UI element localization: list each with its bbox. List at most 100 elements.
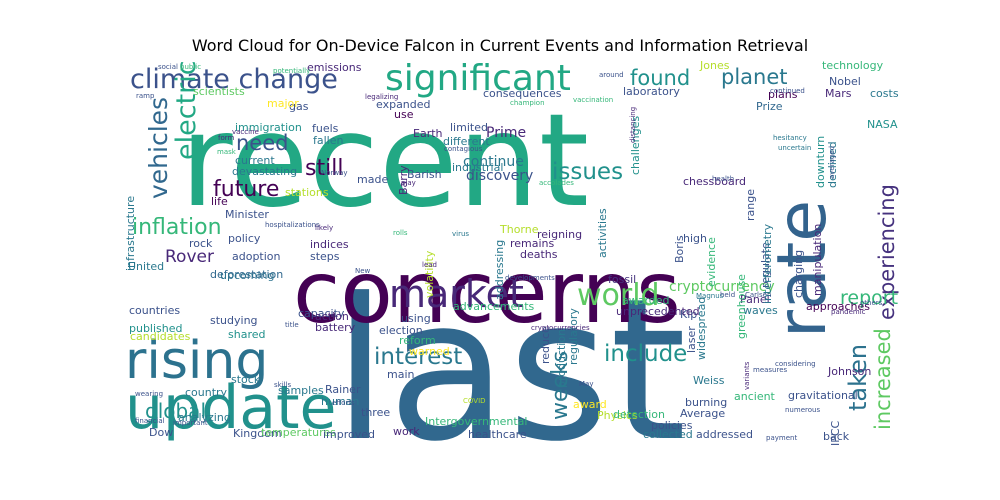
cloud-word-widespread: widespread bbox=[695, 297, 708, 360]
cloud-word-policy: policy bbox=[228, 232, 261, 245]
cloud-word-fuels: fuels bbox=[312, 122, 339, 135]
cloud-word-efforts: efforts bbox=[332, 399, 355, 407]
cloud-word-significant: significant bbox=[385, 60, 571, 99]
cloud-word-kip: Kip bbox=[680, 308, 697, 321]
cloud-word-stations: stations bbox=[285, 186, 329, 199]
cloud-word-new: New bbox=[355, 267, 371, 275]
cloud-word-candidates: candidates bbox=[130, 330, 191, 343]
cloud-word-payment: payment bbox=[766, 434, 797, 442]
cloud-word-warned: warned bbox=[409, 345, 450, 358]
cloud-word-dow: Dow bbox=[149, 426, 173, 439]
cloud-word-concerns: concerns bbox=[293, 243, 681, 343]
cloud-word-jones: Jones bbox=[699, 60, 730, 72]
cloud-word-norway: Norway bbox=[321, 169, 348, 177]
cloud-word-contagious: contagious bbox=[444, 145, 483, 153]
cloud-word-intergovernmental: Intergovernmental bbox=[425, 415, 527, 428]
cloud-word-skills: skills bbox=[274, 381, 292, 389]
cloud-word-accolades: accolades bbox=[539, 179, 574, 187]
cloud-word-found: found bbox=[630, 66, 690, 90]
cloud-word-industrial: industrial bbox=[452, 161, 503, 174]
cloud-word-charging: charging bbox=[792, 250, 805, 298]
cloud-word-developments: developments bbox=[505, 274, 555, 282]
cloud-word-continue: continue bbox=[463, 154, 524, 170]
cloud-word-range: range bbox=[744, 189, 757, 221]
cloud-word-main: main bbox=[387, 368, 415, 381]
cloud-word-emissions: emissions bbox=[307, 61, 362, 74]
cloud-word-advancements: advancements bbox=[453, 300, 535, 313]
cloud-word-gravitational: gravitational bbox=[788, 389, 858, 402]
cloud-word-steps: steps bbox=[310, 250, 340, 263]
cloud-word-election: election bbox=[379, 324, 423, 337]
cloud-word-average: Average bbox=[680, 407, 725, 420]
cloud-word-recent: recent bbox=[180, 87, 589, 236]
cloud-word-ipcc: IPCC bbox=[829, 420, 842, 445]
cloud-word-taken: taken bbox=[844, 344, 872, 411]
cloud-word-averaged: averaged bbox=[828, 146, 836, 179]
cloud-word-rising: rising bbox=[125, 331, 268, 391]
cloud-word-barish: Barish bbox=[407, 168, 442, 181]
cloud-word-minister: Minister bbox=[225, 208, 269, 221]
cloud-word-fallen: fallen bbox=[313, 134, 343, 147]
cloud-word-vaccination: vaccination bbox=[573, 96, 613, 104]
cloud-word-magnus: Magnus bbox=[696, 292, 724, 300]
cloud-word-distancing: distancing bbox=[629, 107, 637, 143]
cloud-word-uncertain: uncertain bbox=[778, 144, 811, 152]
cloud-word-form: form bbox=[218, 134, 235, 142]
cloud-word-detection: detection bbox=[613, 408, 665, 421]
cloud-word-regulatory: regulatory bbox=[567, 308, 580, 365]
cloud-word-vehicles: vehicles bbox=[144, 97, 173, 199]
cloud-word-social: social bbox=[158, 63, 178, 71]
cloud-word-volatility: volatility bbox=[423, 250, 436, 298]
cloud-word-barry: Barry bbox=[397, 165, 410, 195]
cloud-word-unprecedented: unprecedented bbox=[616, 305, 700, 318]
cloud-word-reduce: reduce bbox=[539, 326, 552, 364]
cloud-word-prize: Prize bbox=[756, 100, 783, 113]
cloud-word-prime: Prime bbox=[486, 125, 526, 141]
cloud-word-current: current bbox=[235, 154, 275, 167]
cloud-word-kingdom: Kingdom bbox=[233, 427, 282, 440]
cloud-word-world: world bbox=[577, 278, 660, 313]
cloud-word-interest: interest bbox=[374, 344, 462, 370]
cloud-word-held: held bbox=[720, 291, 735, 299]
cloud-word-laser: laser bbox=[685, 326, 698, 353]
cloud-word-deaths: deaths bbox=[520, 248, 558, 261]
cloud-word-update: update bbox=[125, 373, 336, 443]
cloud-word-challenges: challenges bbox=[629, 116, 642, 175]
cloud-word-rate: rate bbox=[763, 200, 842, 338]
cloud-word-improved: improved bbox=[323, 428, 375, 441]
cloud-word-human: human bbox=[321, 395, 359, 408]
cloud-word-temperatures: temperatures bbox=[261, 426, 336, 439]
cloud-word-cryptocurrencies: cryptocurrencies bbox=[531, 324, 590, 332]
cloud-word-immigration: immigration bbox=[235, 121, 302, 134]
cloud-word-climate-change: climate change bbox=[130, 64, 338, 95]
cloud-word-likely: likely bbox=[315, 224, 333, 232]
cloud-word-considering: considering bbox=[775, 360, 816, 368]
cloud-word-healthcare: healthcare bbox=[468, 428, 527, 441]
cloud-word-issues: issues bbox=[552, 159, 623, 185]
cloud-word-addressing: addressing bbox=[493, 240, 506, 300]
cloud-word-award: award bbox=[573, 398, 607, 411]
cloud-word-nasa: NASA bbox=[867, 118, 898, 131]
cloud-word-remains: remains bbox=[510, 237, 555, 250]
cloud-word-covid: COVID bbox=[463, 397, 486, 405]
cloud-word-addressed: addressed bbox=[696, 428, 753, 441]
cloud-word-action: action bbox=[315, 310, 349, 323]
cloud-word-last: last bbox=[333, 257, 687, 445]
cloud-word-reform: reform bbox=[399, 334, 436, 347]
cloud-word-waves: waves bbox=[743, 304, 778, 317]
cloud-word-rolls: rolls bbox=[393, 229, 408, 237]
cloud-word-planet: planet bbox=[721, 65, 788, 89]
cloud-word-mars: Mars bbox=[825, 87, 852, 100]
cloud-word-wearing: wearing bbox=[135, 390, 163, 398]
cloud-word-carlsen: Carlsen bbox=[745, 291, 771, 299]
cloud-word-numerous: numerous bbox=[785, 406, 820, 414]
cloud-word-include: include bbox=[604, 341, 687, 367]
cloud-word-manipulation: manipulation bbox=[811, 224, 824, 296]
cloud-word-made: made bbox=[357, 173, 388, 186]
cloud-word-earth: Earth bbox=[413, 127, 443, 140]
cloud-word-future: future bbox=[213, 177, 279, 202]
cloud-word-hospitalizations: hospitalizations bbox=[265, 221, 320, 229]
cloud-word-fossil: fossil bbox=[608, 273, 636, 286]
